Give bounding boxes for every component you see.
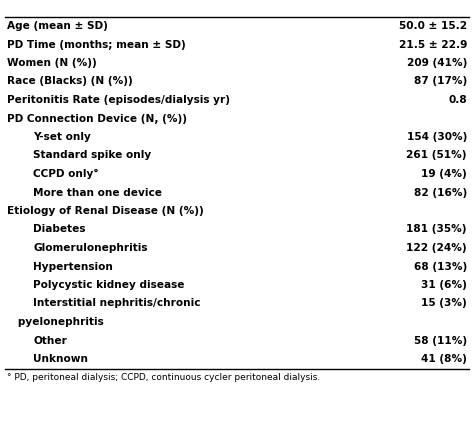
Text: ° PD, peritoneal dialysis; CCPD, continuous cycler peritoneal dialysis.: ° PD, peritoneal dialysis; CCPD, continu… bbox=[7, 372, 320, 381]
Text: 181 (35%): 181 (35%) bbox=[406, 224, 467, 234]
Text: 68 (13%): 68 (13%) bbox=[414, 261, 467, 271]
Text: Race (Blacks) (N (%)): Race (Blacks) (N (%)) bbox=[7, 76, 133, 86]
Text: 58 (11%): 58 (11%) bbox=[414, 335, 467, 345]
Text: pyelonephritis: pyelonephritis bbox=[7, 316, 104, 326]
Text: 50.0 ± 15.2: 50.0 ± 15.2 bbox=[399, 21, 467, 31]
Text: Age (mean ± SD): Age (mean ± SD) bbox=[7, 21, 108, 31]
Text: Hypertension: Hypertension bbox=[33, 261, 113, 271]
Text: PD Connection Device (N, (%)): PD Connection Device (N, (%)) bbox=[7, 113, 187, 123]
Text: PD Time (months; mean ± SD): PD Time (months; mean ± SD) bbox=[7, 39, 186, 49]
Text: 154 (30%): 154 (30%) bbox=[407, 132, 467, 141]
Text: Diabetes: Diabetes bbox=[33, 224, 86, 234]
Text: Standard spike only: Standard spike only bbox=[33, 150, 151, 160]
Text: CCPD only°: CCPD only° bbox=[33, 169, 99, 179]
Text: Polycystic kidney disease: Polycystic kidney disease bbox=[33, 279, 185, 290]
Text: 31 (6%): 31 (6%) bbox=[421, 279, 467, 290]
Text: Women (N (%)): Women (N (%)) bbox=[7, 58, 97, 68]
Text: 82 (16%): 82 (16%) bbox=[414, 187, 467, 197]
Text: 122 (24%): 122 (24%) bbox=[406, 243, 467, 252]
Text: 41 (8%): 41 (8%) bbox=[421, 353, 467, 363]
Text: Etiology of Renal Disease (N (%)): Etiology of Renal Disease (N (%)) bbox=[7, 205, 204, 215]
Text: 261 (51%): 261 (51%) bbox=[406, 150, 467, 160]
Text: 87 (17%): 87 (17%) bbox=[414, 76, 467, 86]
Text: 0.8: 0.8 bbox=[448, 95, 467, 105]
Text: 209 (41%): 209 (41%) bbox=[407, 58, 467, 68]
Text: Glomerulonephritis: Glomerulonephritis bbox=[33, 243, 148, 252]
Text: Other: Other bbox=[33, 335, 67, 345]
Text: 21.5 ± 22.9: 21.5 ± 22.9 bbox=[399, 39, 467, 49]
Text: More than one device: More than one device bbox=[33, 187, 162, 197]
Text: Y-set only: Y-set only bbox=[33, 132, 91, 141]
Text: Interstitial nephritis/chronic: Interstitial nephritis/chronic bbox=[33, 298, 201, 308]
Text: 15 (3%): 15 (3%) bbox=[421, 298, 467, 308]
Text: 19 (4%): 19 (4%) bbox=[421, 169, 467, 179]
Text: Peritonitis Rate (episodes/dialysis yr): Peritonitis Rate (episodes/dialysis yr) bbox=[7, 95, 230, 105]
Text: Unknown: Unknown bbox=[33, 353, 88, 363]
